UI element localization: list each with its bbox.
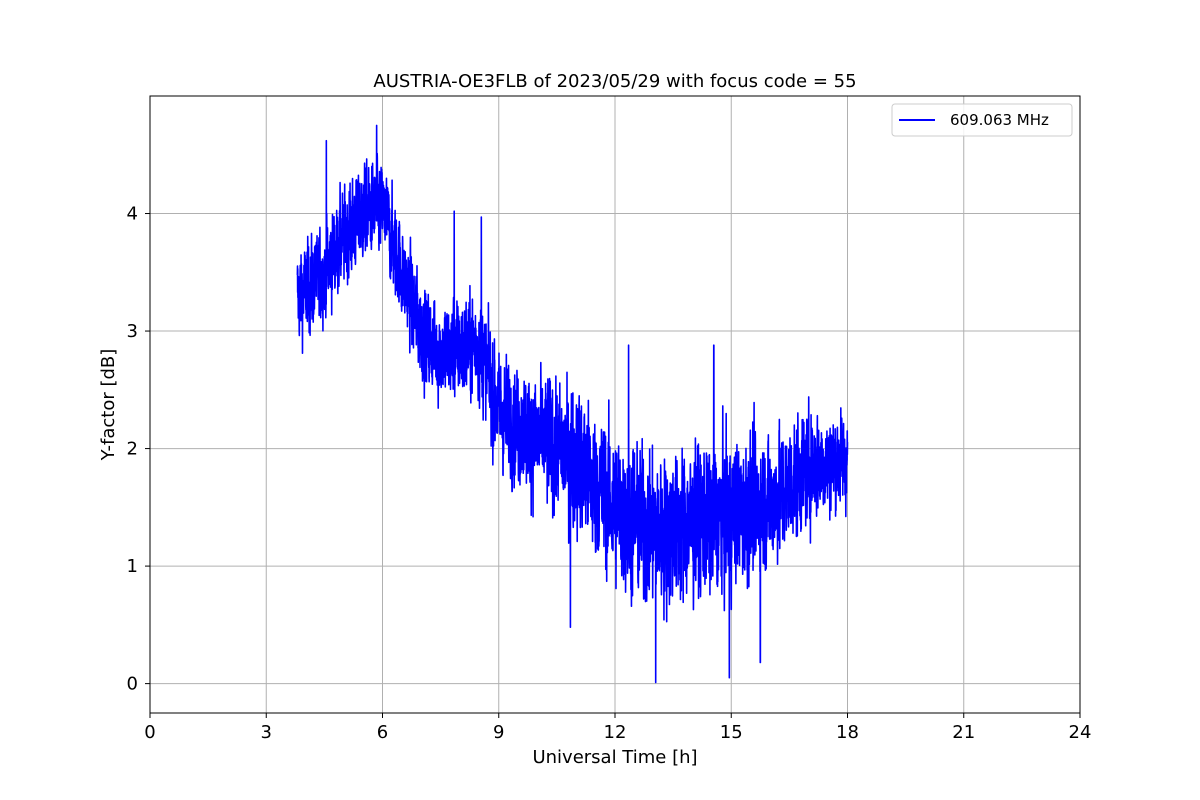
x-tick-label: 3 <box>261 722 272 743</box>
y-tick-label: 4 <box>127 204 138 225</box>
y-tick-label: 3 <box>127 321 138 342</box>
y-axis-label: Y-factor [dB] <box>98 349 119 462</box>
x-tick-label: 18 <box>836 722 859 743</box>
legend: 609.063 MHz <box>891 103 1073 137</box>
chart-title: AUSTRIA-OE3FLB of 2023/05/29 with focus … <box>373 71 856 92</box>
x-tick-label: 21 <box>952 722 975 743</box>
legend-label: 609.063 MHz <box>950 111 1049 129</box>
x-tick-label: 6 <box>377 722 388 743</box>
x-tick-label: 12 <box>604 722 627 743</box>
x-tick-label: 0 <box>144 722 155 743</box>
series-group <box>296 124 849 684</box>
y-tick-label: 0 <box>127 674 138 695</box>
x-axis-label: Universal Time [h] <box>532 747 697 768</box>
legend-box <box>891 103 1073 137</box>
x-tick-label: 24 <box>1069 722 1092 743</box>
x-tick-label: 9 <box>493 722 504 743</box>
y-tick-label: 1 <box>127 556 138 577</box>
x-tick-label: 15 <box>720 722 743 743</box>
y-tick-label: 2 <box>127 439 138 460</box>
series-line <box>296 124 849 684</box>
